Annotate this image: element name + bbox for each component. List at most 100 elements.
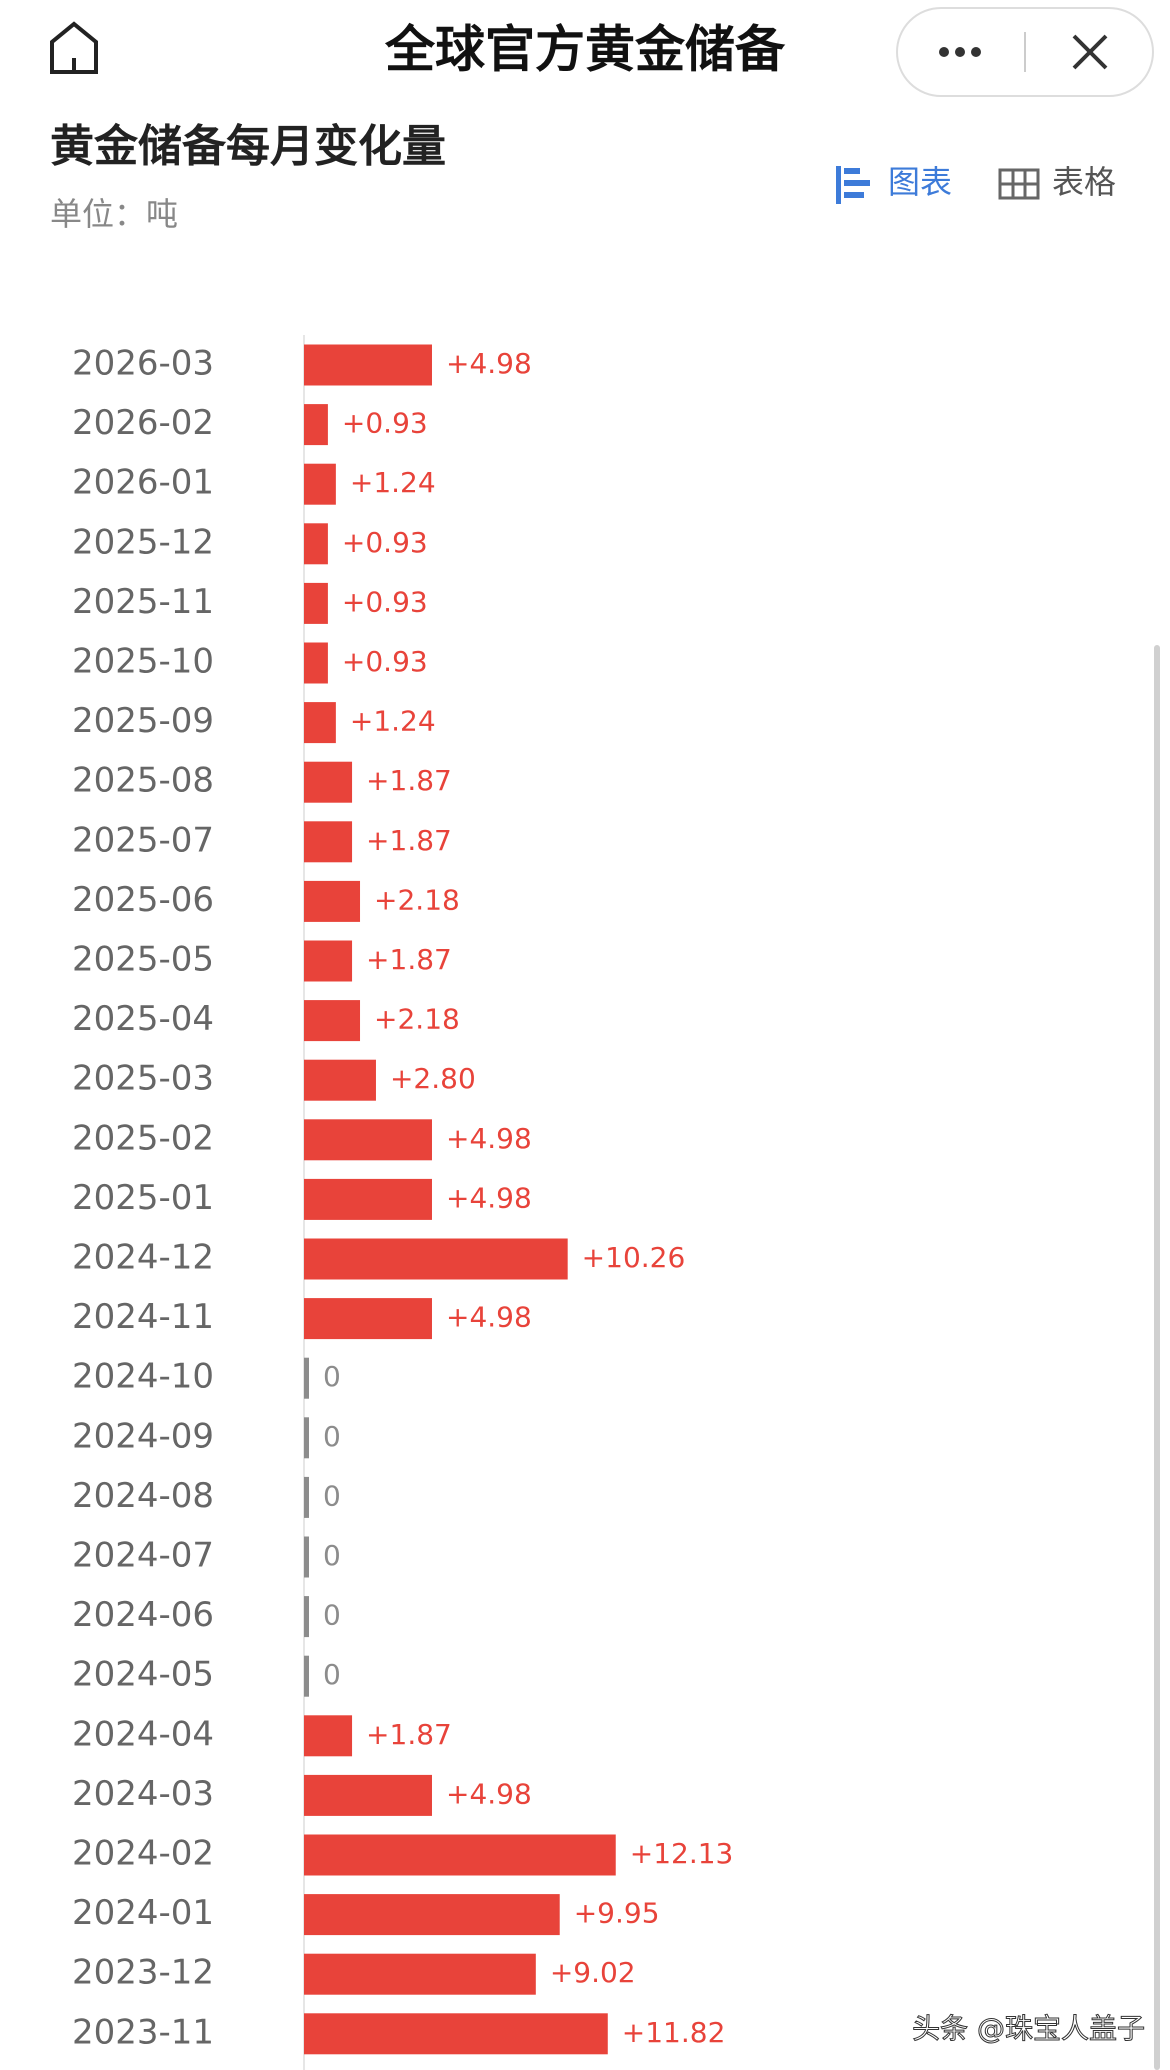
y-tick-label: 2024-12 bbox=[72, 1238, 214, 1278]
bar bbox=[304, 642, 328, 684]
bar bbox=[304, 1357, 309, 1399]
value-label: 0 bbox=[323, 1420, 341, 1453]
home-icon bbox=[50, 21, 98, 74]
tab-icon bbox=[844, 192, 864, 198]
bar bbox=[304, 1655, 309, 1697]
y-tick-label: 2025-08 bbox=[72, 761, 214, 801]
bar bbox=[304, 1178, 432, 1220]
value-label: 0 bbox=[323, 1360, 341, 1393]
y-tick-label: 2025-05 bbox=[72, 940, 214, 980]
y-tick-label: 2024-03 bbox=[72, 1774, 214, 1814]
close-icon bbox=[1072, 34, 1108, 70]
bar bbox=[304, 1715, 353, 1757]
bar bbox=[304, 404, 328, 446]
bar bbox=[304, 1298, 432, 1340]
bar bbox=[304, 1774, 432, 1816]
y-tick-label: 2025-01 bbox=[72, 1178, 214, 1218]
value-label: 0 bbox=[323, 1658, 341, 1691]
y-tick-label: 2026-01 bbox=[72, 463, 214, 503]
value-label: +1.87 bbox=[366, 1718, 452, 1751]
bar bbox=[304, 1834, 616, 1876]
bar bbox=[304, 463, 336, 505]
y-tick-label: 2025-04 bbox=[72, 999, 214, 1039]
bar bbox=[304, 1238, 568, 1280]
bar bbox=[304, 821, 353, 863]
value-label: +2.80 bbox=[390, 1062, 476, 1095]
value-label: +4.98 bbox=[446, 1301, 532, 1334]
bar bbox=[304, 344, 432, 386]
value-label: +11.82 bbox=[622, 2016, 726, 2049]
page-title: 全球官方黄金储备 bbox=[384, 21, 786, 79]
value-label: 0 bbox=[323, 1599, 341, 1632]
bar bbox=[304, 1059, 376, 1101]
chart-title: 黄金储备每月变化量 bbox=[50, 121, 446, 172]
value-label: +0.93 bbox=[342, 645, 428, 678]
watermark: 头条 @珠宝人盖子 bbox=[912, 2012, 1145, 2045]
tab-label: 表格 bbox=[1052, 163, 1116, 201]
tab-label: 图表 bbox=[888, 163, 952, 201]
dot bbox=[955, 47, 965, 57]
y-tick-label: 2024-02 bbox=[72, 1834, 214, 1874]
dot bbox=[971, 47, 981, 57]
bar bbox=[304, 1119, 432, 1161]
value-label: 0 bbox=[323, 1479, 341, 1512]
y-tick-label: 2024-06 bbox=[72, 1595, 214, 1635]
tab-icon bbox=[844, 168, 860, 174]
bar bbox=[304, 2013, 608, 2055]
bar bbox=[304, 1596, 309, 1638]
bar bbox=[304, 1000, 361, 1042]
value-label: +10.26 bbox=[582, 1241, 686, 1274]
value-label: +4.98 bbox=[446, 1181, 532, 1214]
y-tick-label: 2026-02 bbox=[72, 403, 214, 443]
value-label: +4.98 bbox=[446, 1122, 532, 1155]
value-label: +9.02 bbox=[550, 1956, 636, 1989]
y-tick-label: 2024-01 bbox=[72, 1893, 214, 1933]
value-label: +0.93 bbox=[342, 585, 428, 618]
y-tick-label: 2026-03 bbox=[72, 344, 214, 384]
tab-icon bbox=[836, 166, 841, 204]
value-label: 0 bbox=[323, 1539, 341, 1572]
y-tick-label: 2023-11 bbox=[72, 2012, 214, 2052]
more-button[interactable] bbox=[939, 47, 981, 57]
y-tick-label: 2025-07 bbox=[72, 820, 214, 860]
bar bbox=[304, 1536, 309, 1578]
close-button[interactable] bbox=[1072, 34, 1108, 70]
y-tick-label: 2024-08 bbox=[72, 1476, 214, 1516]
bar bbox=[304, 1953, 536, 1995]
bar bbox=[304, 702, 336, 744]
value-label: +1.24 bbox=[350, 466, 436, 499]
dot bbox=[939, 47, 949, 57]
y-tick-label: 2024-11 bbox=[72, 1297, 214, 1337]
bar bbox=[304, 761, 353, 803]
value-label: +1.24 bbox=[350, 705, 436, 738]
y-tick-label: 2025-10 bbox=[72, 642, 214, 682]
table-tab[interactable]: 表格 bbox=[998, 163, 1116, 201]
value-label: +2.18 bbox=[374, 883, 460, 916]
value-label: +0.93 bbox=[342, 526, 428, 559]
bar bbox=[304, 1476, 309, 1518]
y-tick-label: 2024-04 bbox=[72, 1714, 214, 1754]
value-label: +4.98 bbox=[446, 1777, 532, 1810]
y-tick-label: 2024-09 bbox=[72, 1416, 214, 1456]
y-tick-label: 2024-10 bbox=[72, 1357, 214, 1397]
y-tick-label: 2025-09 bbox=[72, 701, 214, 741]
value-label: +1.87 bbox=[366, 824, 452, 857]
y-tick-label: 2023-12 bbox=[72, 1953, 214, 1993]
value-label: +0.93 bbox=[342, 407, 428, 440]
value-label: +9.95 bbox=[574, 1897, 660, 1930]
value-label: +4.98 bbox=[446, 347, 532, 380]
y-tick-label: 2025-03 bbox=[72, 1059, 214, 1099]
y-tick-label: 2025-02 bbox=[72, 1118, 214, 1158]
home-button[interactable] bbox=[50, 21, 98, 74]
plot: 2026-03 +4.98 2026-02 +0.93 2026-01 +1.24 2025… bbox=[72, 344, 733, 2055]
chart-subtitle: 单位：吨 bbox=[50, 195, 178, 233]
y-tick-label: 2024-07 bbox=[72, 1536, 214, 1576]
chart-tab[interactable]: 图表 bbox=[836, 163, 952, 204]
bar bbox=[304, 880, 361, 922]
y-tick-label: 2025-12 bbox=[72, 522, 214, 562]
y-tick-label: 2025-11 bbox=[72, 582, 214, 622]
scrollbar bbox=[1154, 645, 1160, 2070]
value-label: +1.87 bbox=[366, 764, 452, 797]
bar bbox=[304, 1417, 309, 1459]
